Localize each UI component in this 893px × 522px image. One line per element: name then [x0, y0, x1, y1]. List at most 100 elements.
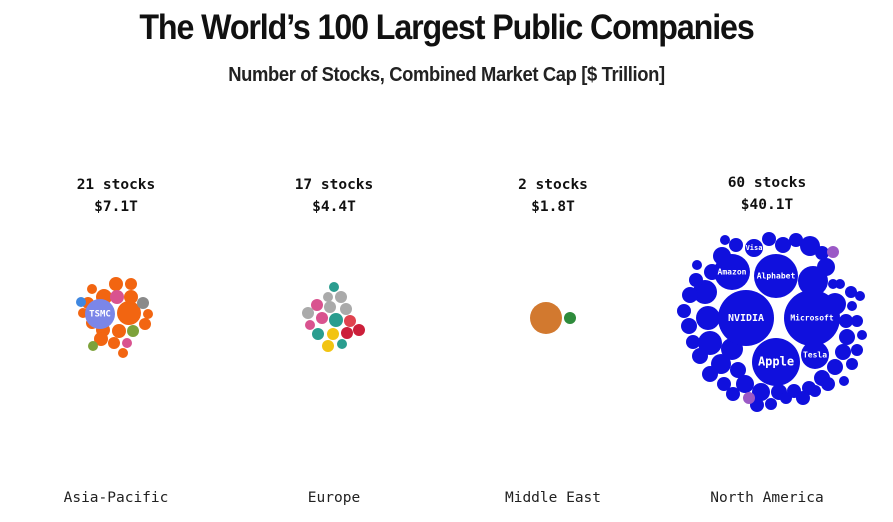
middle-east-bubbles: [530, 302, 576, 334]
tsmc-bubble: [85, 299, 115, 329]
stock-bubble: [765, 398, 777, 410]
tesla-label: Tesla: [803, 351, 827, 360]
region-cap-label: $4.4T: [312, 199, 356, 215]
stock-bubble: [112, 324, 126, 338]
stock-bubble: [845, 286, 857, 298]
stock-bubble: [143, 309, 153, 319]
microsoft-label: Microsoft: [790, 313, 834, 323]
stock-bubble: [780, 392, 792, 404]
stock-bubble: [730, 362, 746, 378]
north-america-bubbles: NVIDIA Microsoft Apple Amazon Alphabet Tesla V…: [677, 232, 867, 412]
apple-label: Apple: [758, 355, 794, 369]
stock-bubble: [839, 376, 849, 386]
stock-bubble: [94, 332, 108, 346]
stock-bubble: [353, 324, 365, 336]
stock-bubble: [689, 273, 703, 287]
stock-bubble: [564, 312, 576, 324]
stock-bubble: [316, 312, 328, 324]
stock-bubble: [530, 302, 562, 334]
stock-bubble: [736, 375, 754, 393]
stock-bubble: [76, 297, 86, 307]
stock-bubble: [789, 233, 803, 247]
stock-bubble: [344, 315, 356, 327]
nvidia-bubble: [718, 290, 774, 346]
region-cap-label: $7.1T: [94, 199, 138, 215]
alphabet-bubble: [754, 254, 798, 298]
stock-bubble: [327, 328, 339, 340]
tsmc-label: TSMC: [89, 310, 111, 320]
stock-bubble: [692, 260, 702, 270]
stock-bubble: [696, 306, 720, 330]
stock-bubble: [821, 377, 835, 391]
region-middle-east: 2 stocks $1.8T Middle East: [505, 177, 601, 506]
stock-bubble: [729, 238, 743, 252]
stock-bubble: [337, 339, 347, 349]
stock-bubble: [839, 329, 855, 345]
stock-bubble: [809, 385, 821, 397]
stock-bubble: [110, 290, 124, 304]
visa-label: Visa: [746, 244, 763, 252]
amazon-label: Amazon: [718, 268, 747, 277]
stock-bubble: [125, 278, 137, 290]
stock-bubble: [127, 325, 139, 337]
region-north-america: 60 stocks $40.1T North America: [710, 175, 824, 506]
stock-bubble: [839, 314, 853, 328]
stock-bubble: [835, 279, 845, 289]
stock-bubble: [677, 304, 691, 318]
stock-bubble: [681, 318, 697, 334]
region-name-label: Asia-Pacific: [64, 490, 169, 506]
stock-bubble: [335, 291, 347, 303]
region-name-label: North America: [710, 490, 824, 506]
stock-bubble: [340, 303, 352, 315]
chart-title: The World’s 100 Largest Public Companies: [139, 8, 754, 47]
stock-bubble: [109, 277, 123, 291]
stock-bubble: [329, 313, 343, 327]
stock-bubble: [324, 301, 336, 313]
chart-subtitle: Number of Stocks, Combined Market Cap [$…: [228, 64, 665, 86]
stock-bubble: [702, 366, 718, 382]
stock-bubble: [855, 291, 865, 301]
stock-bubble: [835, 344, 851, 360]
stock-bubble: [717, 377, 731, 391]
amazon-bubble: [714, 254, 750, 290]
asia-pacific-bubbles: TSMC: [76, 277, 153, 358]
stock-bubble: [828, 279, 838, 289]
stock-bubble: [139, 318, 151, 330]
stock-bubble: [312, 328, 324, 340]
stock-bubble: [847, 301, 857, 311]
apple-bubble: [752, 338, 800, 386]
stock-bubble: [686, 335, 700, 349]
stock-bubble: [743, 392, 755, 404]
region-name-label: Europe: [308, 490, 360, 506]
stock-bubble: [341, 327, 353, 339]
stock-bubble: [122, 338, 132, 348]
alphabet-label: Alphabet: [757, 272, 796, 281]
stock-bubble: [698, 331, 722, 355]
stock-bubble: [305, 320, 315, 330]
stock-bubble: [857, 330, 867, 340]
visa-bubble: [745, 239, 763, 257]
stock-bubble: [329, 282, 339, 292]
nvidia-label: NVIDIA: [728, 313, 764, 324]
stock-bubble: [124, 290, 138, 304]
region-europe: 17 stocks $4.4T Europe: [295, 177, 374, 506]
stock-bubble: [302, 307, 314, 319]
stock-bubble: [827, 246, 839, 258]
stock-bubble: [726, 387, 740, 401]
stock-bubble: [692, 348, 708, 364]
region-stocks-label: 60 stocks: [728, 175, 807, 191]
stock-bubble: [88, 341, 98, 351]
stock-bubble: [323, 292, 333, 302]
stock-bubble: [682, 287, 698, 303]
stock-bubble: [117, 301, 141, 325]
stock-bubble: [311, 299, 323, 311]
stock-bubble: [846, 358, 858, 370]
stock-bubble: [720, 235, 730, 245]
region-stocks-label: 2 stocks: [518, 177, 588, 193]
stock-bubble: [800, 236, 820, 256]
region-stocks-label: 21 stocks: [77, 177, 156, 193]
microsoft-bubble: [784, 290, 840, 346]
stock-bubble: [827, 359, 843, 375]
stock-bubble: [322, 340, 334, 352]
